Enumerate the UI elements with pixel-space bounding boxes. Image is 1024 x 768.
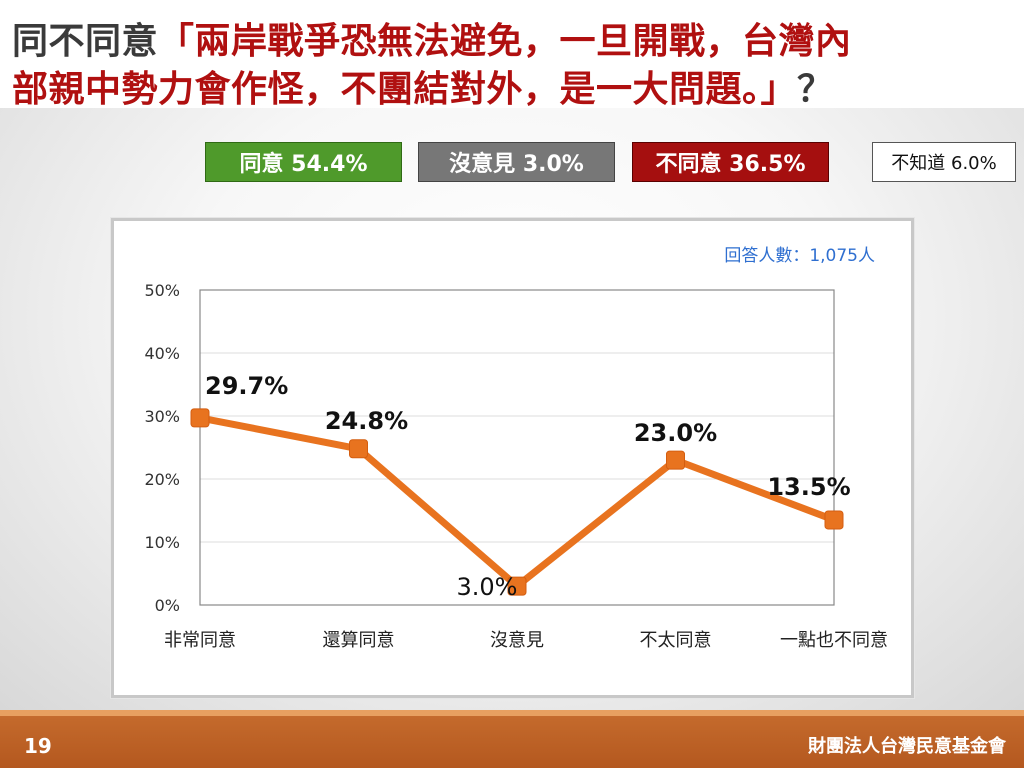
y-tick-label: 40% — [144, 344, 180, 363]
y-tick-label: 10% — [144, 533, 180, 552]
data-value-label: 23.0% — [634, 419, 717, 447]
title-prefix: 同不同意 — [12, 21, 159, 62]
data-point-marker — [507, 576, 527, 596]
organization-name: 財團法人台灣民意基金會 — [808, 736, 1006, 757]
series-layer — [190, 408, 844, 596]
data-point-marker — [666, 450, 685, 470]
x-category-label: 非常同意 — [164, 630, 236, 651]
summary-neutral-box: 沒意見 3.0% — [418, 142, 615, 182]
y-tick-label: 0% — [155, 596, 180, 615]
data-value-label: 3.0% — [457, 573, 518, 601]
title-line-1: 同不同意「兩岸戰爭恐無法避免，一旦開戰，台灣內 — [12, 12, 852, 64]
data-point-marker — [190, 408, 210, 428]
x-category-label: 還算同意 — [323, 630, 395, 651]
y-tick-layer: 0% 10% 20% 30% 40% 50% — [144, 281, 180, 615]
footer-stripe — [0, 710, 1024, 716]
title-quote-line-2: 部親中勢力會作怪，不團結對外，是一大問題。」 — [12, 69, 798, 110]
x-category-label: 不太同意 — [640, 630, 712, 651]
x-category-label: 一點也不同意 — [780, 630, 888, 651]
y-tick-label: 50% — [144, 281, 180, 300]
data-point-marker — [824, 510, 844, 530]
grid-layer — [199, 289, 835, 606]
data-label-layer: 29.7% 24.8% 3.0% 23.0% 13.5% — [205, 372, 851, 601]
sample-size-label: 回答人數：1,075人 — [724, 246, 875, 266]
footer-bar: 19 財團法人台灣民意基金會 — [0, 710, 1024, 768]
title-quote-line-1: 「兩岸戰爭恐無法避免，一旦開戰，台灣內 — [158, 21, 852, 62]
y-tick-label: 20% — [144, 470, 180, 489]
data-point-marker — [349, 439, 368, 459]
page-number: 19 — [24, 734, 52, 758]
title-area: 同不同意「兩岸戰爭恐無法避免，一旦開戰，台灣內 部親中勢力會作怪，不團結對外，是… — [0, 0, 1024, 110]
plot-area-border — [199, 289, 835, 606]
title-line-2: 部親中勢力會作怪，不團結對外，是一大問題。」？ — [12, 60, 834, 112]
y-tick-label: 30% — [144, 407, 180, 426]
data-value-label: 29.7% — [205, 372, 288, 400]
series-line — [196, 414, 838, 590]
x-category-layer: 非常同意 還算同意 沒意見 不太同意 一點也不同意 — [164, 630, 888, 651]
data-value-label: 24.8% — [325, 407, 408, 435]
x-category-label: 沒意見 — [490, 630, 544, 651]
title-suffix: ？ — [797, 69, 834, 110]
chart-frame — [111, 218, 914, 698]
data-value-label: 13.5% — [767, 473, 850, 501]
summary-disagree-box: 不同意 36.5% — [632, 142, 829, 182]
summary-agree-box: 同意 54.4% — [205, 142, 402, 182]
summary-unknown-box: 不知道 6.0% — [872, 142, 1016, 182]
